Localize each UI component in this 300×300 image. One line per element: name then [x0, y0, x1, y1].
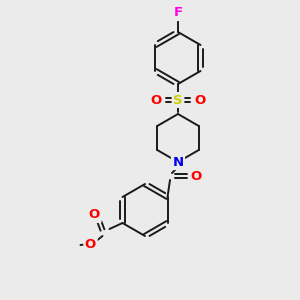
- Text: O: O: [150, 94, 162, 106]
- Text: N: N: [172, 155, 184, 169]
- Text: S: S: [173, 94, 183, 106]
- Text: F: F: [173, 7, 183, 20]
- Text: O: O: [190, 169, 202, 182]
- Text: O: O: [89, 208, 100, 221]
- Text: O: O: [194, 94, 206, 106]
- Text: O: O: [85, 238, 96, 250]
